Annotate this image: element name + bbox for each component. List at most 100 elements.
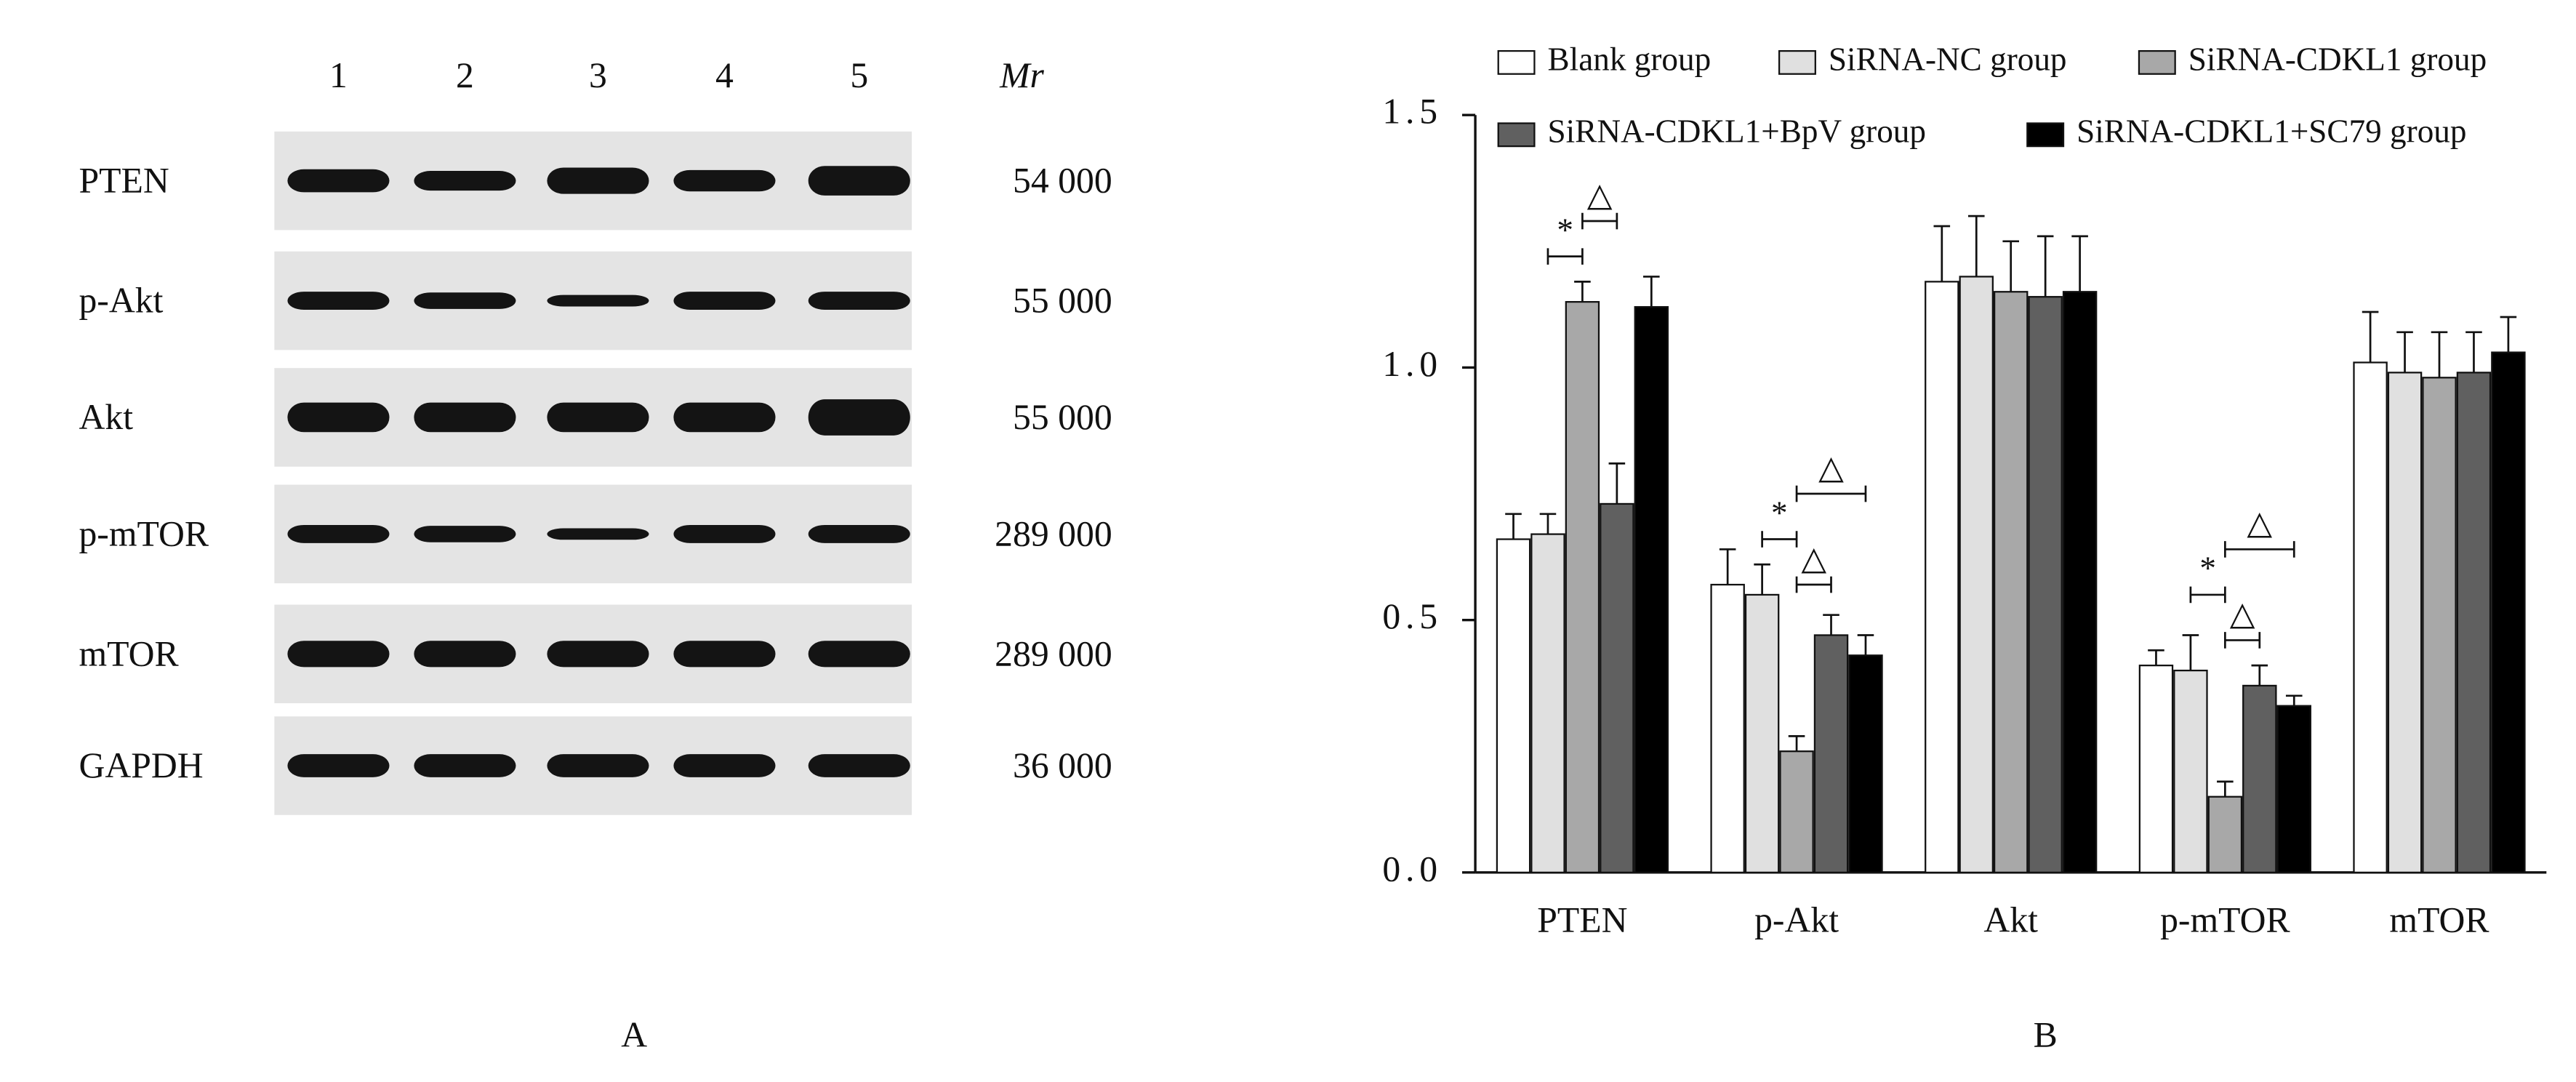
bar xyxy=(2456,372,2492,873)
bar xyxy=(2242,684,2277,873)
sig-mark: △ xyxy=(1818,449,1844,486)
bar xyxy=(1634,305,1669,873)
blot-band xyxy=(673,169,776,192)
bar xyxy=(2422,377,2457,873)
panel-label: A xyxy=(621,1014,647,1054)
blot-band xyxy=(287,292,390,310)
mr-value: 36 000 xyxy=(1013,745,1112,785)
mr-header: Mr xyxy=(999,55,1044,95)
sig-mark: * xyxy=(1557,212,1573,248)
legend-swatch xyxy=(1778,49,1816,75)
blot-band xyxy=(547,294,649,307)
protein-label: p-mTOR xyxy=(79,513,209,553)
lane-number: 3 xyxy=(589,55,607,95)
bar xyxy=(2276,705,2311,873)
legend-label: Blank group xyxy=(1548,41,1712,77)
bar xyxy=(1530,533,1565,873)
bar xyxy=(2207,796,2243,873)
blot-band xyxy=(547,754,649,777)
bar xyxy=(2387,372,2423,873)
y-tick-label: 0.0 xyxy=(1382,849,1442,889)
bar xyxy=(1565,301,1600,873)
sig-mark: △ xyxy=(2247,505,2272,541)
lane-number: 2 xyxy=(456,55,474,95)
panel-label: B xyxy=(2034,1014,2058,1054)
bar xyxy=(1848,654,1883,873)
blot-band xyxy=(808,399,910,436)
blot-band xyxy=(673,402,776,433)
bar xyxy=(2173,669,2208,873)
y-tick-label: 1.0 xyxy=(1382,344,1442,384)
blot-band xyxy=(808,754,910,777)
legend-swatch xyxy=(2138,49,2176,75)
x-tick-label: p-mTOR xyxy=(2160,899,2290,939)
bar xyxy=(1813,634,1849,873)
bar xyxy=(1600,502,1634,873)
legend-swatch xyxy=(2026,122,2065,148)
lane-number: 1 xyxy=(329,55,348,95)
y-tick-label: 0.5 xyxy=(1382,596,1442,636)
bar xyxy=(2028,296,2063,873)
sig-mark: △ xyxy=(1587,177,1613,213)
sig-mark: * xyxy=(2199,550,2216,587)
blot-band xyxy=(808,166,910,196)
blot-band xyxy=(673,292,776,310)
mr-value: 289 000 xyxy=(995,513,1112,553)
x-tick-label: p-Akt xyxy=(1754,899,1839,939)
x-tick-label: Akt xyxy=(1983,899,2038,939)
protein-label: p-Akt xyxy=(79,280,163,320)
bar xyxy=(1993,291,2029,873)
mr-value: 55 000 xyxy=(1013,397,1112,437)
blot-band xyxy=(414,402,516,433)
legend-label: SiRNA-NC group xyxy=(1829,41,2067,77)
legend-label: SiRNA-CDKL1+SC79 group xyxy=(2077,113,2466,150)
mr-value: 54 000 xyxy=(1013,161,1112,201)
x-tick-label: mTOR xyxy=(2389,899,2489,939)
bar xyxy=(1496,538,1531,873)
blot-band xyxy=(414,754,516,777)
blot-band xyxy=(287,641,390,668)
protein-label: Akt xyxy=(79,397,133,437)
lane-number: 4 xyxy=(715,55,734,95)
blot-band xyxy=(287,524,390,543)
blot-band xyxy=(673,641,776,668)
legend-label: SiRNA-CDKL1+BpV group xyxy=(1548,113,1927,150)
legend-swatch xyxy=(1497,49,1536,75)
protein-label: mTOR xyxy=(79,633,179,673)
blot-band xyxy=(287,402,390,433)
blot-band xyxy=(287,169,390,193)
sig-mark: * xyxy=(1771,494,1788,531)
bar xyxy=(1744,593,1780,873)
bar xyxy=(2353,361,2388,873)
blot-band xyxy=(808,641,910,668)
sig-mark: △ xyxy=(2230,596,2255,632)
protein-label: PTEN xyxy=(79,161,169,201)
blot-band xyxy=(547,528,649,540)
blot-band xyxy=(414,526,516,542)
blot-band xyxy=(808,292,910,310)
blot-band xyxy=(808,524,910,543)
blot-band xyxy=(414,641,516,668)
bar xyxy=(1959,276,1994,873)
blot-band xyxy=(287,754,390,777)
blot-band xyxy=(547,641,649,668)
protein-label: GAPDH xyxy=(79,745,203,785)
y-tick-label: 1.5 xyxy=(1382,92,1442,132)
x-tick-label: PTEN xyxy=(1537,899,1627,939)
legend-label: SiRNA-CDKL1 group xyxy=(2188,41,2487,77)
blot-band xyxy=(673,754,776,777)
mr-value: 55 000 xyxy=(1013,280,1112,320)
bar xyxy=(1925,281,1959,873)
sig-mark: △ xyxy=(1801,540,1826,577)
blot-band xyxy=(673,524,776,543)
mr-value: 289 000 xyxy=(995,633,1112,673)
bar xyxy=(1779,750,1814,873)
blot-band xyxy=(414,171,516,191)
bar xyxy=(2491,351,2526,873)
blot-band xyxy=(414,292,516,309)
bar xyxy=(2062,291,2098,873)
legend-swatch xyxy=(1497,122,1536,148)
blot-band xyxy=(547,402,649,433)
